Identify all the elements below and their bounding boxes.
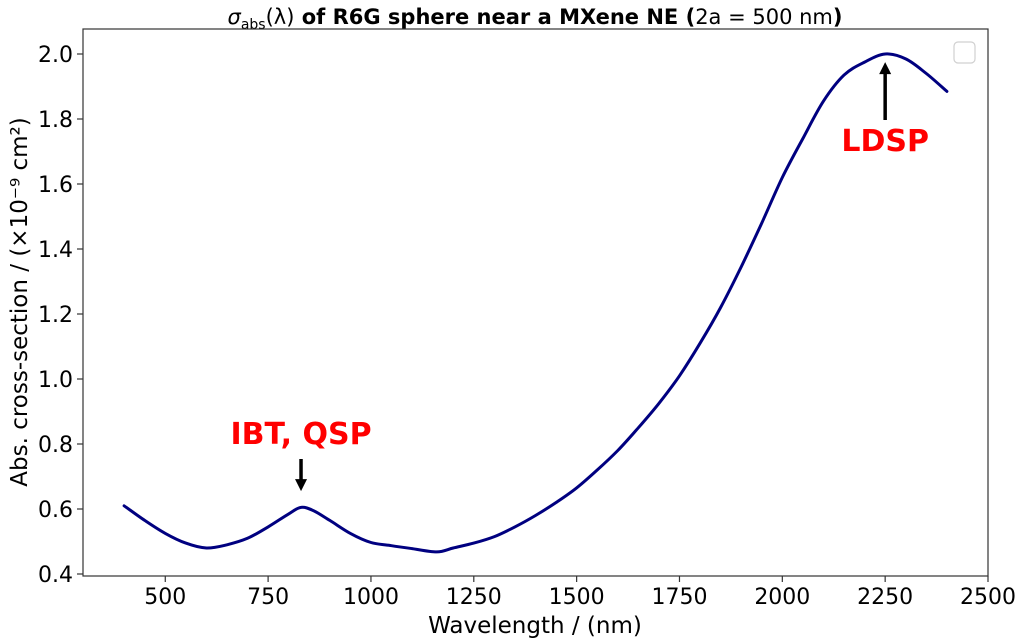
x-tick-label: 1250: [446, 585, 502, 610]
title-sigma: σ: [228, 5, 242, 29]
y-tick-label: 1.6: [38, 173, 73, 198]
x-axis-ticks: 500 750 1000 1250 1500 1750 2000 2250 2500: [144, 576, 1016, 610]
arrow-up-icon: [879, 62, 892, 75]
y-tick-label: 2.0: [38, 43, 73, 68]
arrow-down-icon: [295, 479, 308, 492]
title-paren-close: ): [833, 5, 843, 29]
x-axis-label: Wavelength / (nm): [428, 613, 642, 639]
x-tick-label: 2000: [754, 585, 810, 610]
y-tick-label: 0.8: [38, 433, 73, 458]
title-bold-text: of R6G sphere near a MXene NE: [294, 5, 685, 29]
y-axis-ticks: 0.4 0.6 0.8 1.0 1.2 1.4 1.6 1.8 2.0: [38, 43, 83, 588]
x-tick-label: 1000: [343, 585, 399, 610]
y-tick-label: 1.0: [38, 368, 73, 393]
y-tick-label: 0.4: [38, 563, 73, 588]
title-lambda: (λ): [266, 5, 295, 29]
annotation-label-ibt-qsp: IBT, QSP: [230, 417, 371, 452]
x-tick-label: 1500: [549, 585, 605, 610]
y-tick-label: 1.2: [38, 303, 73, 328]
annotation-label-ldsp: LDSP: [841, 124, 929, 159]
annotations: IBT, QSP LDSP: [230, 62, 929, 492]
x-tick-label: 2500: [960, 585, 1016, 610]
y-axis-label: Abs. cross-section / (×10⁻⁹ cm²): [7, 117, 33, 487]
x-tick-label: 750: [247, 585, 289, 610]
x-tick-label: 2250: [857, 585, 913, 610]
x-tick-label: 500: [144, 585, 186, 610]
legend-box: [953, 41, 976, 64]
y-tick-label: 1.4: [38, 238, 73, 263]
title-math: 2a = 500 nm: [695, 5, 833, 29]
chart-title: σabs(λ) of R6G sphere near a MXene NE (2…: [228, 5, 843, 33]
plot-area: [82, 28, 989, 577]
series-line: [122, 52, 949, 554]
y-tick-label: 1.8: [38, 108, 73, 133]
y-tick-label: 0.6: [38, 498, 73, 523]
x-tick-label: 1750: [651, 585, 707, 610]
title-paren-open: (: [686, 5, 696, 29]
